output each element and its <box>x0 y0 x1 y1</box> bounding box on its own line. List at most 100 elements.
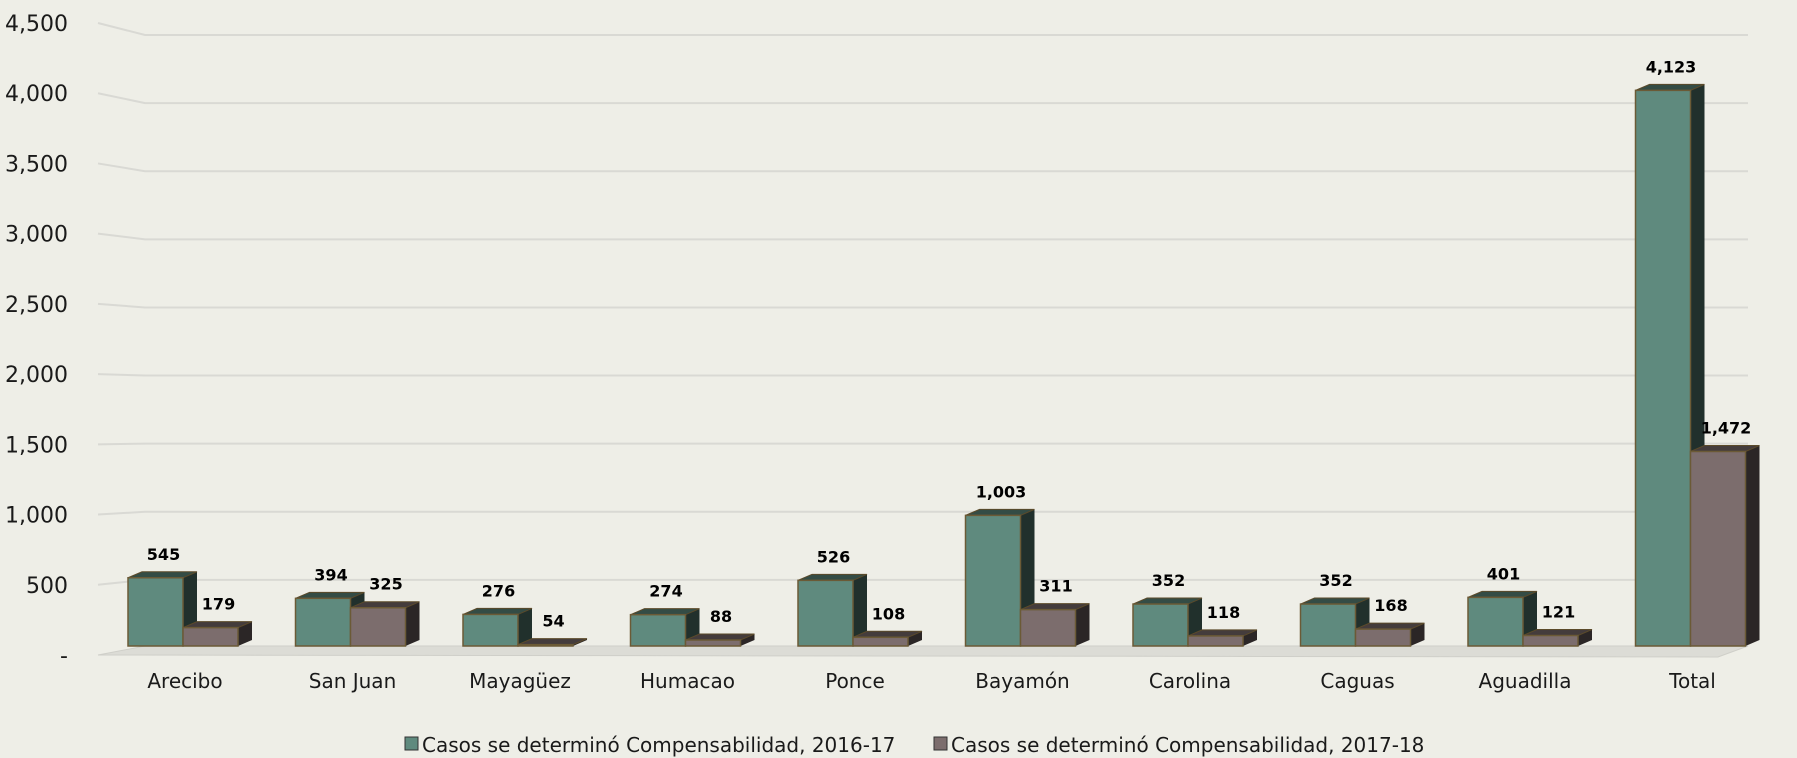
data-label: 168 <box>1374 596 1407 615</box>
y-tick-label: 500 <box>26 574 68 599</box>
data-label: 118 <box>1207 603 1240 622</box>
data-label: 276 <box>482 581 515 600</box>
bar-front <box>1187 635 1244 647</box>
chart-floor <box>97 645 1749 658</box>
bar-2017-18-Arecibo <box>182 621 253 647</box>
y-tick-label: 1,500 <box>5 433 68 458</box>
bar-front <box>462 613 519 647</box>
bar-2016-17-Humacao <box>629 608 700 647</box>
y-tick-label: 3,500 <box>5 152 68 177</box>
bar-front <box>684 639 742 647</box>
y-tick-label: 2,500 <box>5 293 68 318</box>
bar-side <box>740 634 755 646</box>
floor-plane <box>97 645 1749 658</box>
bar-front <box>517 643 574 647</box>
y-tick-label: 1,000 <box>5 504 68 529</box>
gridline <box>97 302 1748 309</box>
data-label: 352 <box>1319 571 1352 590</box>
y-tick-label: 4,000 <box>5 82 68 107</box>
data-label: 325 <box>369 575 402 594</box>
category-label-1: San Juan <box>309 669 397 693</box>
bar-front <box>1467 596 1524 647</box>
bar-front <box>1634 89 1692 647</box>
bar-2017-18-Mayagüez <box>517 638 588 647</box>
gridline <box>97 162 1748 173</box>
data-label: 1,003 <box>976 482 1027 501</box>
bar-2017-18-Caguas <box>1354 622 1425 647</box>
bar-2016-17-Mayagüez <box>462 607 533 647</box>
category-label-5: Bayamón <box>975 669 1069 693</box>
category-label-8: Aguadilla <box>1479 669 1572 693</box>
data-label: 394 <box>314 565 347 584</box>
bar-front <box>1689 450 1747 647</box>
bar-front <box>852 636 909 647</box>
bar-side <box>1075 603 1090 646</box>
bar-front <box>797 579 854 647</box>
bar-2017-18-Bayamón <box>1019 603 1090 647</box>
legend: Casos se determinó Compensabilidad, 2016… <box>404 733 1424 757</box>
data-label: 179 <box>202 595 235 614</box>
gridline <box>97 373 1748 377</box>
bar-front <box>1522 634 1579 647</box>
data-label: 401 <box>1487 564 1520 583</box>
data-label: 108 <box>872 604 905 623</box>
bar-front <box>349 606 407 647</box>
y-tick-label: 2,000 <box>5 363 68 388</box>
y-tick-label: 3,000 <box>5 223 68 248</box>
gridline <box>97 232 1748 241</box>
bar-side <box>1745 445 1760 646</box>
bar-2016-17-Carolina <box>1132 597 1203 647</box>
category-label-4: Ponce <box>825 669 885 693</box>
category-label-3: Humacao <box>640 669 735 693</box>
bar-side <box>1243 629 1257 646</box>
gridline <box>97 22 1748 36</box>
legend-swatch-2016-17 <box>404 736 419 751</box>
bar-side <box>853 574 867 646</box>
data-label: 88 <box>710 607 732 626</box>
bar-front <box>127 577 184 647</box>
bar-front <box>1019 608 1077 647</box>
gridline <box>97 92 1748 105</box>
legend-label-2017-18: Casos se determinó Compensabilidad, 2017… <box>951 733 1424 757</box>
legend-swatch-2017-18 <box>933 736 948 751</box>
data-label: 1,472 <box>1701 418 1752 437</box>
bar-front <box>964 514 1022 647</box>
data-label: 4,123 <box>1646 57 1697 76</box>
data-label: 352 <box>1152 571 1185 590</box>
bar-front <box>629 613 687 647</box>
y-tick-label: 4,500 <box>5 12 68 37</box>
grid-layer <box>97 22 1748 586</box>
x-axis-categories: Arecibo San Juan Mayagüez Humacao Ponce Bayam… <box>147 669 1715 693</box>
bar-side <box>1578 629 1592 646</box>
data-label: 274 <box>649 582 682 601</box>
bar-front <box>294 597 352 647</box>
bar-side <box>1410 623 1425 646</box>
data-label: 526 <box>817 547 850 566</box>
gridline <box>97 442 1748 446</box>
y-tick-label: - <box>60 644 68 669</box>
category-label-6: Carolina <box>1149 669 1231 693</box>
data-label: 545 <box>147 545 180 564</box>
bar-side <box>238 621 252 646</box>
gridline <box>97 510 1748 516</box>
data-labels: 545 179 394 325 276 54 274 88 526 108 1,003 311 352 1… <box>147 57 1752 630</box>
bar-front <box>1354 628 1412 647</box>
category-label-2: Mayagüez <box>469 669 571 693</box>
bar-2017-18-Humacao <box>684 633 755 647</box>
bar-side <box>518 608 532 646</box>
bar-2017-18-Ponce <box>852 630 923 647</box>
data-label: 311 <box>1039 577 1072 596</box>
legend-label-2016-17: Casos se determinó Compensabilidad, 2016… <box>422 733 895 757</box>
bar-side <box>908 631 922 646</box>
bar-2017-18-Total <box>1689 444 1760 647</box>
category-label-9: Total <box>1668 669 1716 693</box>
bar-2017-18-Aguadilla <box>1522 629 1593 647</box>
bars <box>127 83 1760 647</box>
y-axis-ticks: - 500 1,000 1,500 2,000 2,500 3,000 3,500 4,000 4… <box>5 12 68 669</box>
bar-2017-18-San Juan <box>349 601 420 647</box>
data-label: 121 <box>1542 603 1575 622</box>
bar-side <box>405 601 420 646</box>
category-label-7: Caguas <box>1320 669 1394 693</box>
data-label: 54 <box>542 612 564 631</box>
